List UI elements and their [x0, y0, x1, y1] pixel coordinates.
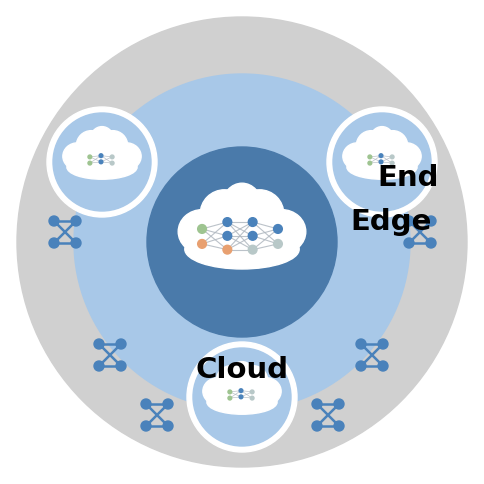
Circle shape	[116, 361, 126, 371]
Circle shape	[223, 245, 232, 254]
Circle shape	[47, 107, 157, 217]
Circle shape	[312, 421, 322, 431]
Text: Cloud: Cloud	[196, 356, 288, 384]
Ellipse shape	[67, 155, 137, 179]
Circle shape	[223, 231, 232, 240]
Ellipse shape	[356, 131, 386, 160]
Ellipse shape	[252, 378, 281, 405]
Circle shape	[368, 161, 372, 165]
Circle shape	[333, 113, 431, 211]
Circle shape	[193, 348, 291, 446]
Circle shape	[312, 399, 322, 409]
Circle shape	[379, 154, 383, 157]
Circle shape	[88, 155, 91, 159]
Circle shape	[248, 245, 257, 254]
Circle shape	[187, 342, 297, 452]
Circle shape	[71, 238, 81, 248]
Ellipse shape	[238, 365, 268, 395]
Text: Edge: Edge	[350, 208, 431, 236]
Ellipse shape	[257, 210, 306, 254]
Circle shape	[250, 390, 254, 394]
Circle shape	[71, 216, 81, 226]
Circle shape	[163, 421, 173, 431]
Circle shape	[88, 161, 91, 165]
Circle shape	[94, 339, 104, 349]
Circle shape	[99, 154, 103, 157]
Ellipse shape	[378, 131, 408, 160]
Circle shape	[49, 238, 59, 248]
Ellipse shape	[76, 131, 106, 160]
Circle shape	[228, 390, 232, 394]
Circle shape	[239, 395, 243, 399]
Circle shape	[379, 160, 383, 164]
Circle shape	[368, 155, 372, 159]
Circle shape	[147, 147, 337, 337]
Circle shape	[390, 161, 394, 165]
Circle shape	[248, 218, 257, 227]
Ellipse shape	[343, 143, 373, 170]
Circle shape	[239, 389, 243, 393]
Circle shape	[53, 113, 151, 211]
Ellipse shape	[230, 362, 254, 389]
Ellipse shape	[207, 390, 277, 414]
Circle shape	[426, 216, 436, 226]
Ellipse shape	[370, 127, 394, 153]
Ellipse shape	[178, 210, 227, 254]
Ellipse shape	[222, 183, 262, 227]
Circle shape	[110, 155, 114, 159]
Circle shape	[49, 216, 59, 226]
Circle shape	[404, 216, 414, 226]
Circle shape	[378, 339, 388, 349]
Circle shape	[248, 231, 257, 240]
Ellipse shape	[90, 127, 114, 153]
Ellipse shape	[63, 143, 92, 170]
Circle shape	[273, 240, 282, 248]
Ellipse shape	[200, 190, 249, 238]
Ellipse shape	[111, 143, 141, 170]
Circle shape	[223, 218, 232, 227]
Circle shape	[378, 361, 388, 371]
Circle shape	[141, 399, 151, 409]
Circle shape	[250, 396, 254, 400]
Circle shape	[228, 396, 232, 400]
Circle shape	[356, 339, 366, 349]
Circle shape	[94, 361, 104, 371]
Circle shape	[273, 225, 282, 233]
Circle shape	[17, 17, 467, 467]
Circle shape	[334, 399, 344, 409]
Ellipse shape	[392, 143, 421, 170]
Ellipse shape	[347, 155, 417, 179]
Circle shape	[356, 361, 366, 371]
Circle shape	[334, 421, 344, 431]
Circle shape	[99, 160, 103, 164]
Ellipse shape	[216, 365, 246, 395]
Text: End: End	[377, 164, 439, 192]
Circle shape	[110, 161, 114, 165]
Ellipse shape	[235, 190, 284, 238]
Ellipse shape	[203, 378, 232, 405]
Circle shape	[163, 399, 173, 409]
Circle shape	[390, 155, 394, 159]
Circle shape	[74, 74, 410, 410]
Circle shape	[141, 421, 151, 431]
Ellipse shape	[98, 131, 128, 160]
Circle shape	[327, 107, 437, 217]
Circle shape	[197, 225, 206, 233]
Circle shape	[404, 238, 414, 248]
Circle shape	[116, 339, 126, 349]
Circle shape	[197, 240, 206, 248]
Ellipse shape	[185, 229, 299, 269]
Circle shape	[426, 238, 436, 248]
